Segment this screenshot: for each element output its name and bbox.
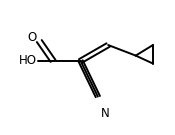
- Text: HO: HO: [19, 54, 37, 67]
- Text: O: O: [27, 31, 36, 44]
- Text: N: N: [101, 107, 110, 120]
